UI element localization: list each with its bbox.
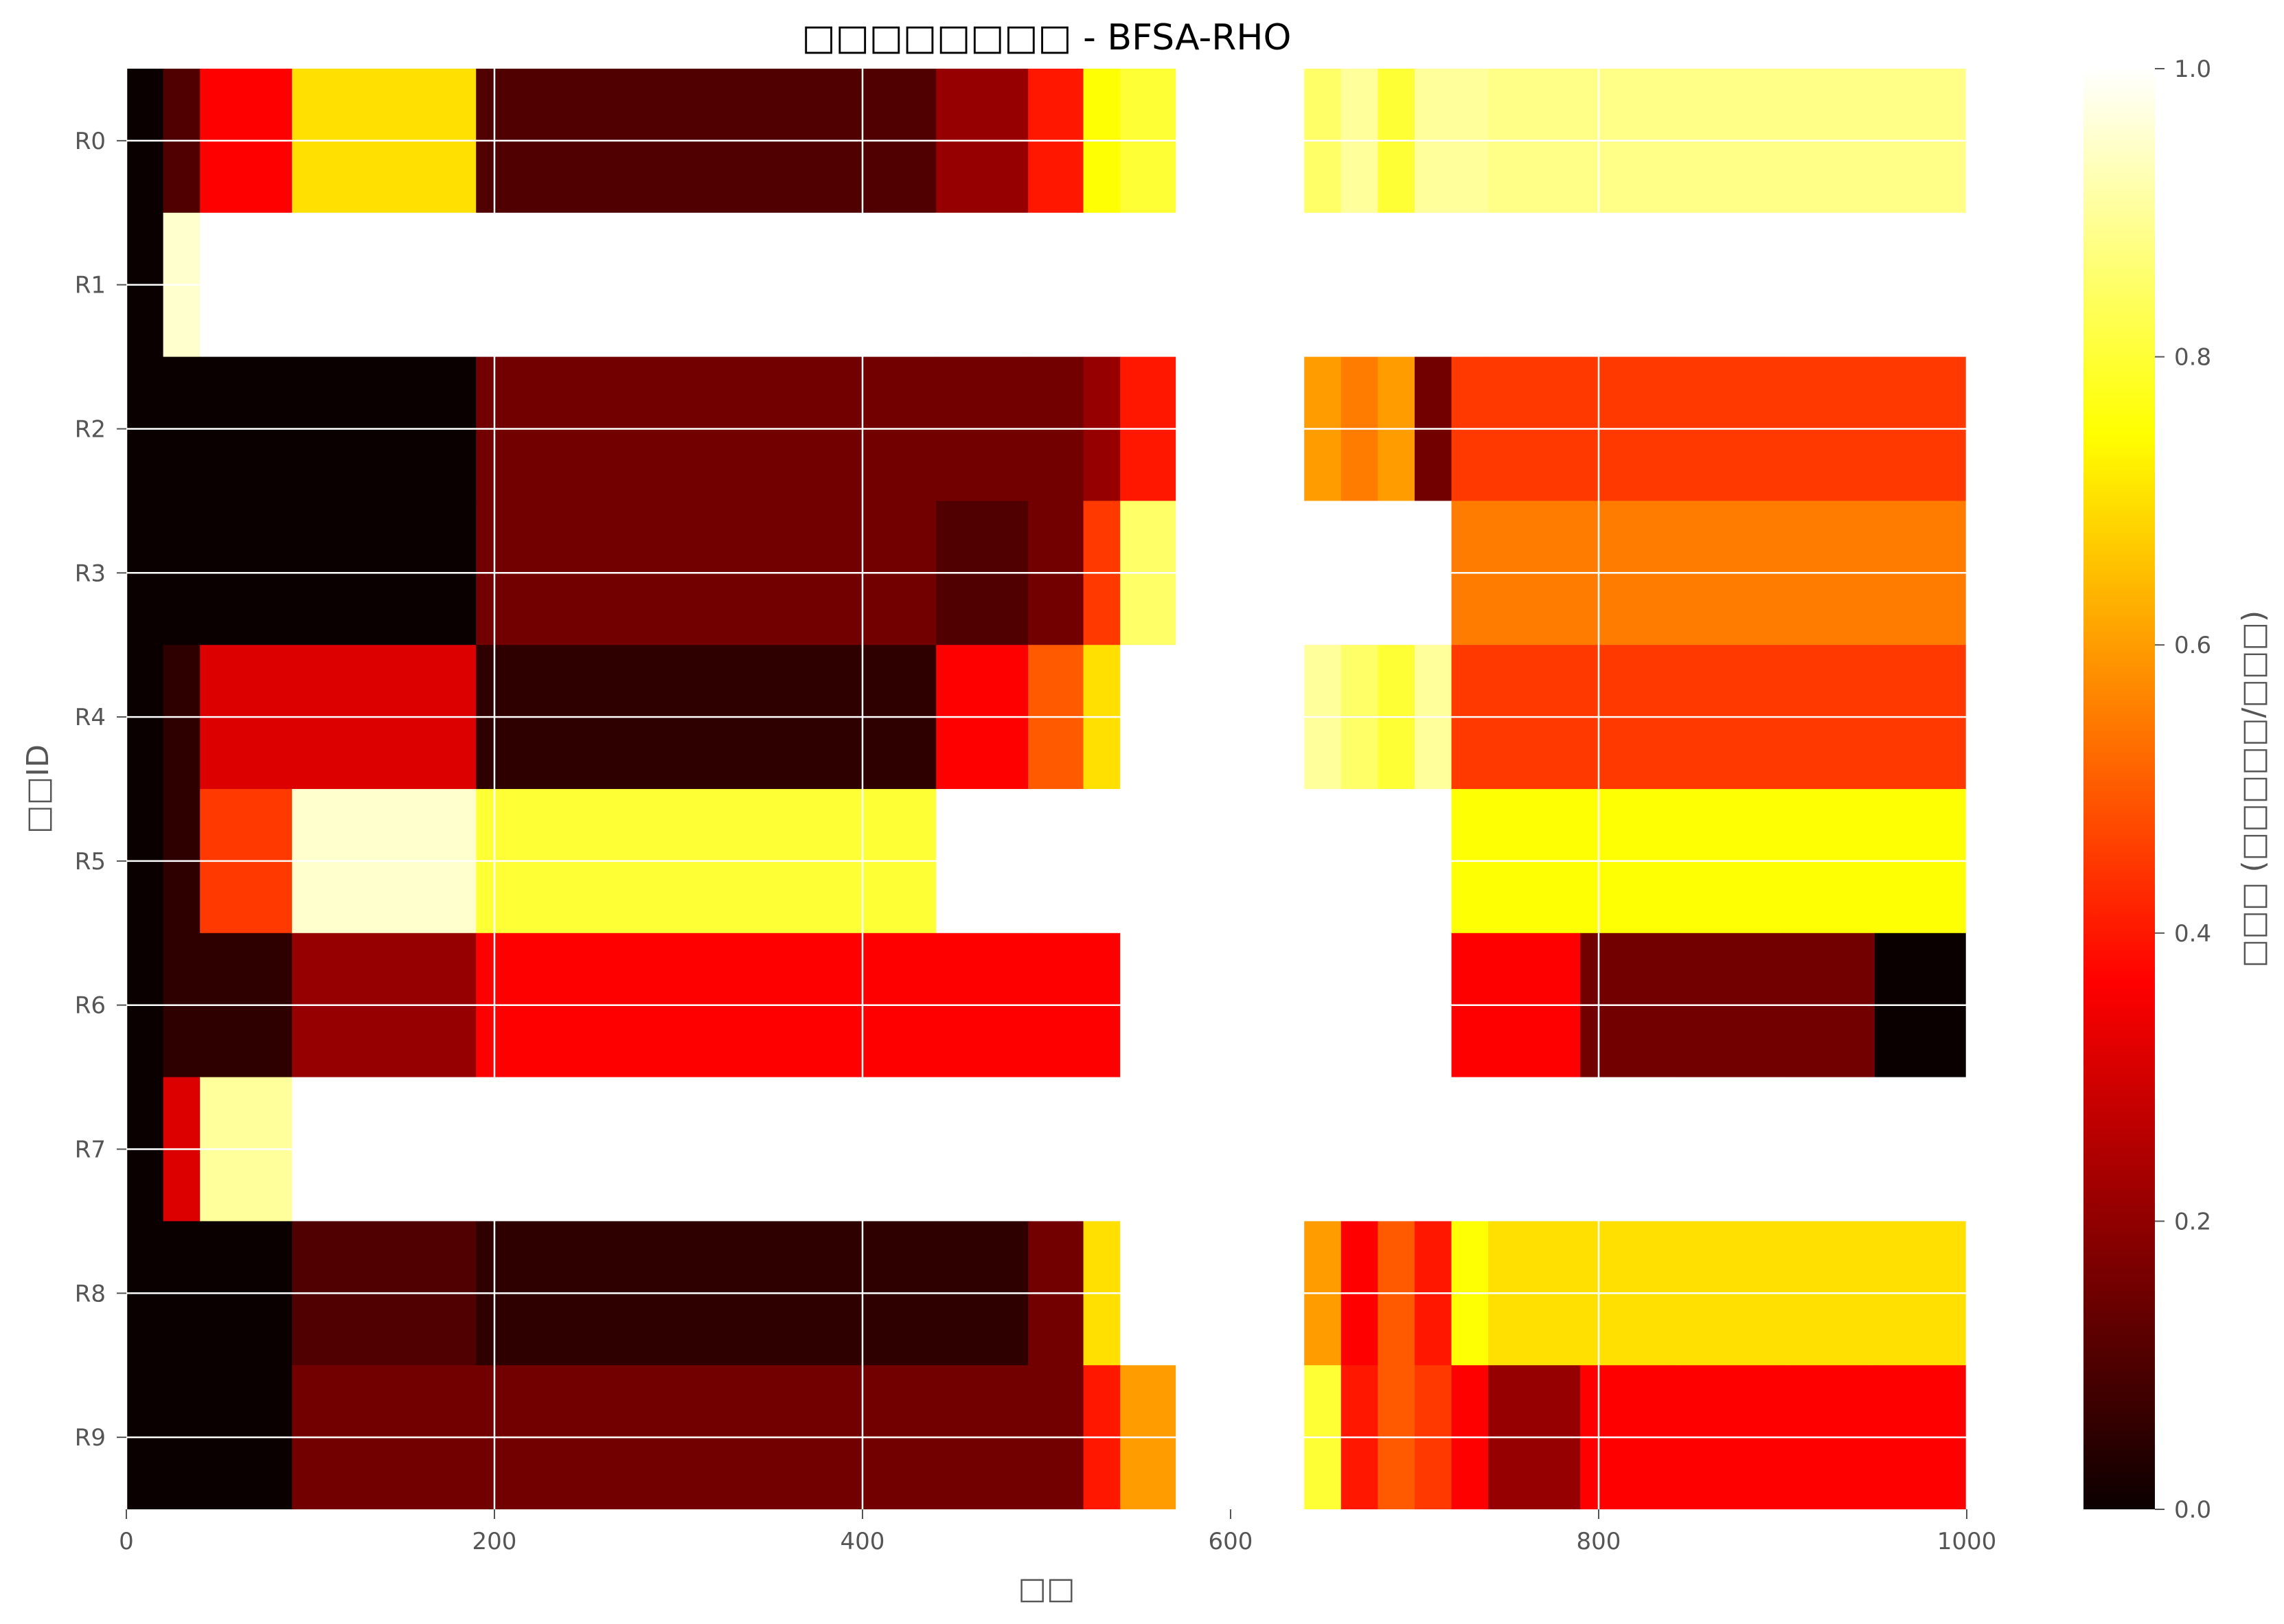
chart-title: □□□□□□□□ - BFSA-RHO bbox=[802, 17, 1292, 58]
y-tick-label: R6 bbox=[75, 992, 106, 1020]
colorbar-label: □□□ (□□□□□/□□□) bbox=[2236, 610, 2271, 968]
y-tick-label: R9 bbox=[75, 1424, 106, 1452]
colorbar-tick-label: 0.2 bbox=[2174, 1208, 2211, 1235]
y-tick-label: R5 bbox=[75, 848, 106, 876]
x-tick-label: 0 bbox=[119, 1528, 134, 1555]
colorbar-tick-label: 1.0 bbox=[2174, 56, 2211, 83]
y-tick-label: R4 bbox=[75, 704, 106, 731]
y-tick-label: R2 bbox=[75, 416, 106, 444]
x-tick-label: 600 bbox=[1209, 1528, 1253, 1555]
y-tick-label: R3 bbox=[75, 560, 106, 587]
x-axis-label: □□ bbox=[1018, 1571, 1075, 1606]
colorbar-tick-label: 0.8 bbox=[2174, 344, 2211, 371]
y-tick-label: R1 bbox=[75, 272, 106, 299]
y-tick-label: R7 bbox=[75, 1136, 106, 1164]
colorbar-tick-label: 0.0 bbox=[2174, 1496, 2211, 1524]
colorbar-ticks: 0.0 0.2 0.4 0.6 0.8 1.0 bbox=[2155, 56, 2211, 1524]
y-tick-label: R8 bbox=[75, 1280, 106, 1307]
colorbar bbox=[2083, 69, 2155, 1509]
x-tick-label: 200 bbox=[472, 1528, 517, 1555]
x-tick-label: 400 bbox=[841, 1528, 885, 1555]
grid-lines bbox=[125, 69, 1968, 1509]
y-axis-label: □□ID bbox=[21, 744, 56, 834]
x-tick-label: 800 bbox=[1577, 1528, 1621, 1555]
colorbar-tick-label: 0.6 bbox=[2174, 632, 2211, 659]
x-tick-label: 1000 bbox=[1937, 1528, 1997, 1555]
colorbar-tick-label: 0.4 bbox=[2174, 920, 2211, 948]
x-axis-ticks: 0 200 400 600 800 1000 bbox=[119, 1509, 1996, 1555]
y-tick-label: R0 bbox=[75, 128, 106, 155]
y-axis-ticks: R0 R1 R2 R3 R4 R5 R6 R7 R8 R9 bbox=[75, 128, 126, 1452]
